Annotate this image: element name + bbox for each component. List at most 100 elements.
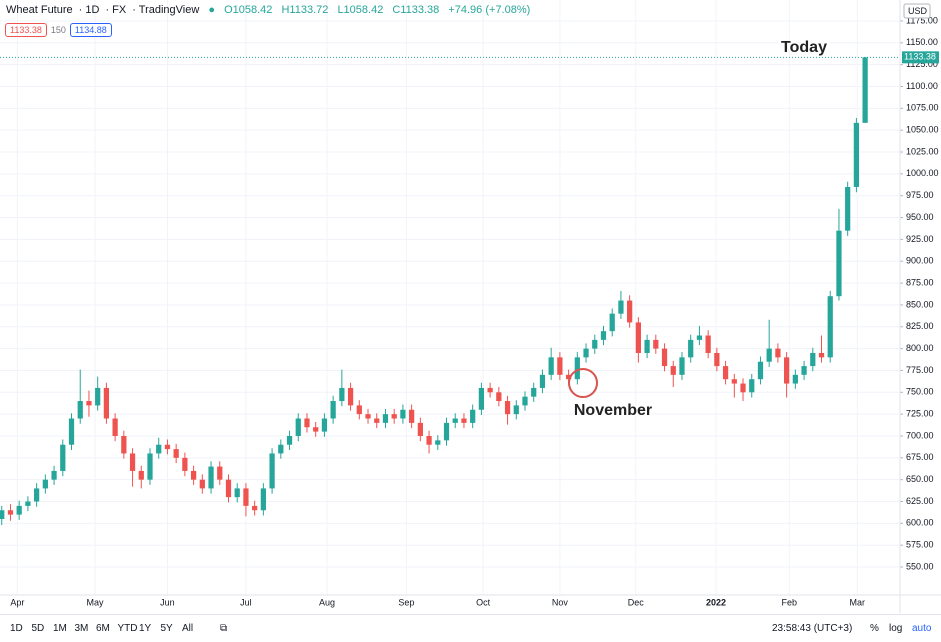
y-tick-label: 650.00 [906, 474, 934, 484]
candle-body [51, 470, 57, 480]
candle-body [627, 300, 633, 323]
candle-body [757, 361, 764, 380]
candle-body [243, 488, 249, 506]
range-button[interactable]: 5D [31, 623, 45, 634]
quote-badges: 1133.38 150 1134.88 [5, 23, 112, 37]
clock: 23:58:43 (UTC+3) [772, 623, 853, 634]
candle-body [260, 488, 266, 511]
candle-body [304, 418, 310, 428]
candle-body [25, 501, 31, 506]
candle-body [77, 401, 83, 419]
last-price-box [902, 51, 939, 64]
candle-body [190, 470, 197, 480]
y-tick-label: 750.00 [906, 387, 934, 397]
candle-body [86, 401, 92, 406]
candle-body [661, 348, 668, 367]
candle-body [583, 348, 589, 358]
candle-body [705, 335, 711, 353]
candle-body [653, 339, 659, 349]
candle-body [574, 357, 580, 380]
y-tick-label: 1100.00 [906, 81, 938, 91]
candle-body [269, 453, 275, 489]
range-button[interactable]: 6M [96, 623, 110, 634]
range-button[interactable]: YTD [117, 623, 138, 634]
exchange: FX [112, 4, 127, 16]
candle-body [452, 418, 458, 423]
y-tick-label: 825.00 [906, 321, 934, 331]
candle-body [670, 366, 676, 375]
candle-body [173, 449, 179, 458]
candle-body [635, 322, 641, 353]
candle-body [557, 357, 563, 375]
y-tick-label: 550.00 [906, 561, 934, 571]
candle-body [339, 387, 345, 402]
candle-body [618, 300, 624, 314]
y-tick-label: 725.00 [906, 409, 934, 419]
candle-body [609, 313, 615, 332]
candle-body [426, 435, 432, 445]
candle-body [688, 339, 694, 358]
annotation: November [574, 402, 652, 419]
candle-body [818, 352, 825, 358]
candle-body [836, 230, 842, 297]
candle-body [504, 401, 511, 415]
x-tick-label: Apr [10, 597, 24, 607]
range-button[interactable]: 1Y [139, 623, 152, 634]
range-button[interactable]: All [182, 623, 194, 634]
range-button[interactable]: 3M [74, 623, 89, 634]
range-button[interactable]: 1M [53, 623, 67, 634]
candle-body [470, 409, 476, 423]
percent-toggle[interactable]: % [870, 623, 879, 634]
candle-body [121, 435, 127, 454]
candle-body [156, 444, 162, 454]
y-tick-label: 850.00 [906, 299, 934, 309]
candle-body [347, 387, 354, 406]
candle-body [217, 466, 223, 480]
candle-body [496, 392, 502, 402]
x-tick-label: Mar [850, 597, 866, 607]
y-tick-label: 1025.00 [906, 146, 939, 156]
ask: 1134.88 [69, 23, 112, 37]
candle-body [443, 422, 450, 441]
candle-body [417, 422, 423, 436]
candle-body [68, 418, 75, 445]
candle-body [129, 453, 136, 471]
candle-body [644, 339, 650, 353]
interval: 1D [85, 4, 100, 16]
currency-box [903, 3, 931, 19]
high-label: H1133.72 [281, 4, 329, 16]
low-label: L1058.42 [337, 4, 384, 16]
candle-body [600, 331, 607, 340]
y-tick-label: 1050.00 [906, 125, 939, 135]
candle-body [103, 387, 110, 419]
range-button[interactable]: 1D [10, 623, 23, 634]
y-tick-label: 675.00 [906, 452, 934, 462]
x-tick-label: Jun [160, 597, 175, 607]
candle-body [731, 379, 737, 384]
candle-body [539, 374, 546, 388]
header: Wheat Future · 1D · FX · TradingView ● O105… [6, 4, 531, 16]
range-button[interactable]: 5Y [160, 623, 173, 634]
candle-body [435, 440, 441, 445]
x-tick-label: Aug [319, 597, 335, 607]
chart: 550.00 575.00 600.00 625.00 650.00 675.00 700.… [0, 0, 941, 613]
candle-body [234, 488, 240, 498]
candle-body [478, 387, 485, 410]
candle-body [225, 479, 232, 498]
candle-body [792, 374, 798, 384]
y-tick-label: 600.00 [906, 518, 934, 528]
auto-toggle[interactable]: auto [912, 623, 932, 634]
candle-body [784, 357, 790, 384]
candle-body [199, 479, 205, 489]
candle-body [147, 453, 153, 480]
candle-body [112, 418, 118, 436]
date-range-icon[interactable]: ⧉ [220, 623, 228, 634]
x-tick-label: 2022 [706, 597, 726, 607]
log-toggle[interactable]: log [889, 623, 903, 634]
open-label: O1058.42 [224, 4, 273, 16]
candle-body [801, 366, 807, 375]
candle-body [461, 418, 467, 423]
last-price-label: 1133.38 [904, 52, 936, 62]
candle-body [775, 348, 781, 358]
